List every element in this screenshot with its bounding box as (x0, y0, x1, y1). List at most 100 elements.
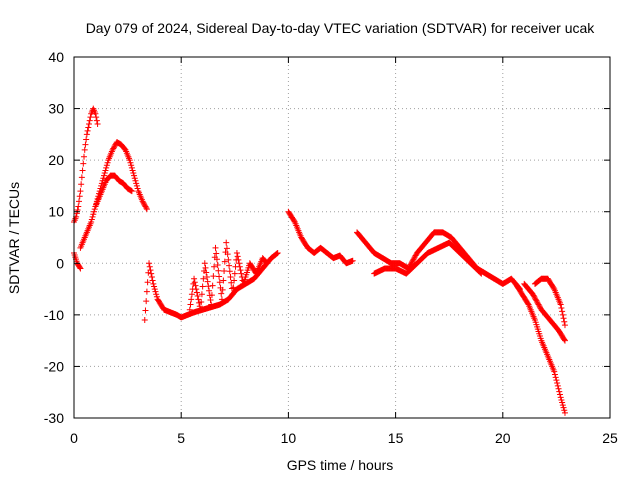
data-point-marker (77, 265, 84, 272)
series-streaks-5-to-9 (186, 239, 270, 313)
data-point-marker (411, 253, 418, 260)
data-point-marker (128, 162, 135, 169)
data-point-marker (152, 288, 159, 295)
x-axis-label: GPS time / hours (287, 457, 394, 473)
data-point-marker (147, 267, 154, 274)
data-point-marker (227, 274, 234, 281)
data-point-marker (148, 270, 155, 277)
data-point-marker (76, 198, 83, 205)
data-point-marker (128, 164, 135, 171)
data-point-marker (535, 301, 542, 308)
data-point-marker (150, 280, 157, 287)
data-point-marker (529, 291, 536, 298)
y-tick-label: 30 (48, 101, 64, 117)
series-arc-rise-to-24 (77, 139, 150, 251)
data-point-marker (531, 293, 538, 300)
data-point-marker (477, 269, 484, 276)
data-point-marker (550, 284, 557, 291)
data-point-marker (200, 275, 207, 282)
data-point-marker (132, 177, 139, 184)
y-tick-label: -30 (44, 410, 64, 426)
data-point-marker (530, 292, 537, 299)
data-point-marker (555, 385, 562, 392)
series-arc-parallel-17 (92, 172, 135, 210)
data-point-marker (554, 382, 561, 389)
data-point-marker (198, 291, 205, 298)
series-band-14-to-19-lower (371, 239, 485, 277)
data-point-marker (559, 402, 566, 409)
data-point-marker (556, 391, 563, 398)
y-tick-label: -10 (44, 307, 64, 323)
data-point-marker (560, 315, 567, 322)
data-point-marker (82, 141, 89, 148)
data-point-marker (531, 295, 538, 302)
data-point-marker (229, 291, 236, 298)
data-point-marker (194, 292, 201, 299)
data-point-marker (558, 304, 565, 311)
data-point-marker (128, 188, 135, 195)
data-point-marker (263, 260, 270, 267)
y-axis-label: SDTVAR / TECUs (6, 182, 22, 294)
x-tick-label: 10 (281, 430, 297, 446)
y-tick-label: 40 (48, 49, 64, 65)
data-point-marker (151, 283, 158, 290)
data-point-marker (191, 279, 198, 286)
grid-lines (74, 57, 610, 418)
data-point-marker (86, 117, 93, 124)
chart-title: Day 079 of 2024, Sidereal Day-to-day VTE… (86, 20, 596, 36)
data-point-marker (199, 283, 206, 290)
data-point-marker (195, 296, 202, 303)
data-point-marker (561, 336, 568, 343)
data-point-marker (83, 131, 90, 138)
data-point-marker (81, 146, 88, 153)
data-point-marker (100, 175, 107, 182)
data-point-marker (552, 374, 559, 381)
y-tick-label: -20 (44, 358, 64, 374)
data-point-marker (349, 257, 356, 264)
data-point-marker (153, 291, 160, 298)
data-point-marker (557, 301, 564, 308)
data-point-marker (187, 301, 194, 308)
data-point-marker (226, 262, 233, 269)
data-point-marker (103, 162, 110, 169)
data-point-marker (207, 296, 214, 303)
data-point-marker (560, 404, 567, 411)
data-point-marker (140, 199, 147, 206)
data-point-marker (536, 304, 543, 311)
data-point-marker (554, 380, 561, 387)
data-point-marker (231, 270, 238, 277)
data-point-marker (551, 371, 558, 378)
data-point-marker (93, 114, 100, 121)
data-point-marker (193, 286, 200, 293)
data-point-marker (221, 258, 228, 265)
y-tick-label: 20 (48, 152, 64, 168)
x-tick-label: 0 (70, 430, 78, 446)
plot-frame (73, 56, 611, 419)
data-point-marker (223, 239, 230, 246)
data-point-marker (121, 145, 128, 152)
data-point-marker (192, 282, 199, 289)
data-point-marker (210, 273, 217, 280)
data-point-marker (216, 273, 223, 280)
data-point-marker (224, 251, 231, 258)
y-tick-label: 0 (56, 255, 64, 271)
data-point-marker (93, 117, 100, 124)
x-tick-label: 15 (388, 430, 404, 446)
data-point-marker (203, 269, 210, 276)
data-point-marker (87, 114, 94, 121)
data-point-marker (110, 145, 117, 152)
data-point-marker (84, 127, 91, 134)
data-point-marker (221, 268, 228, 275)
series-arc-early-low (71, 249, 84, 272)
data-point-marker (75, 203, 82, 210)
data-point-marker (141, 200, 148, 207)
data-point-marker (558, 396, 565, 403)
data-point-marker (80, 160, 87, 167)
data-point-marker (478, 270, 485, 277)
data-point-marker (553, 377, 560, 384)
series-arc-21-to-23-mid (521, 280, 568, 344)
data-point-marker (205, 283, 212, 290)
data-point-marker (198, 298, 205, 305)
data-point-marker (134, 185, 141, 192)
